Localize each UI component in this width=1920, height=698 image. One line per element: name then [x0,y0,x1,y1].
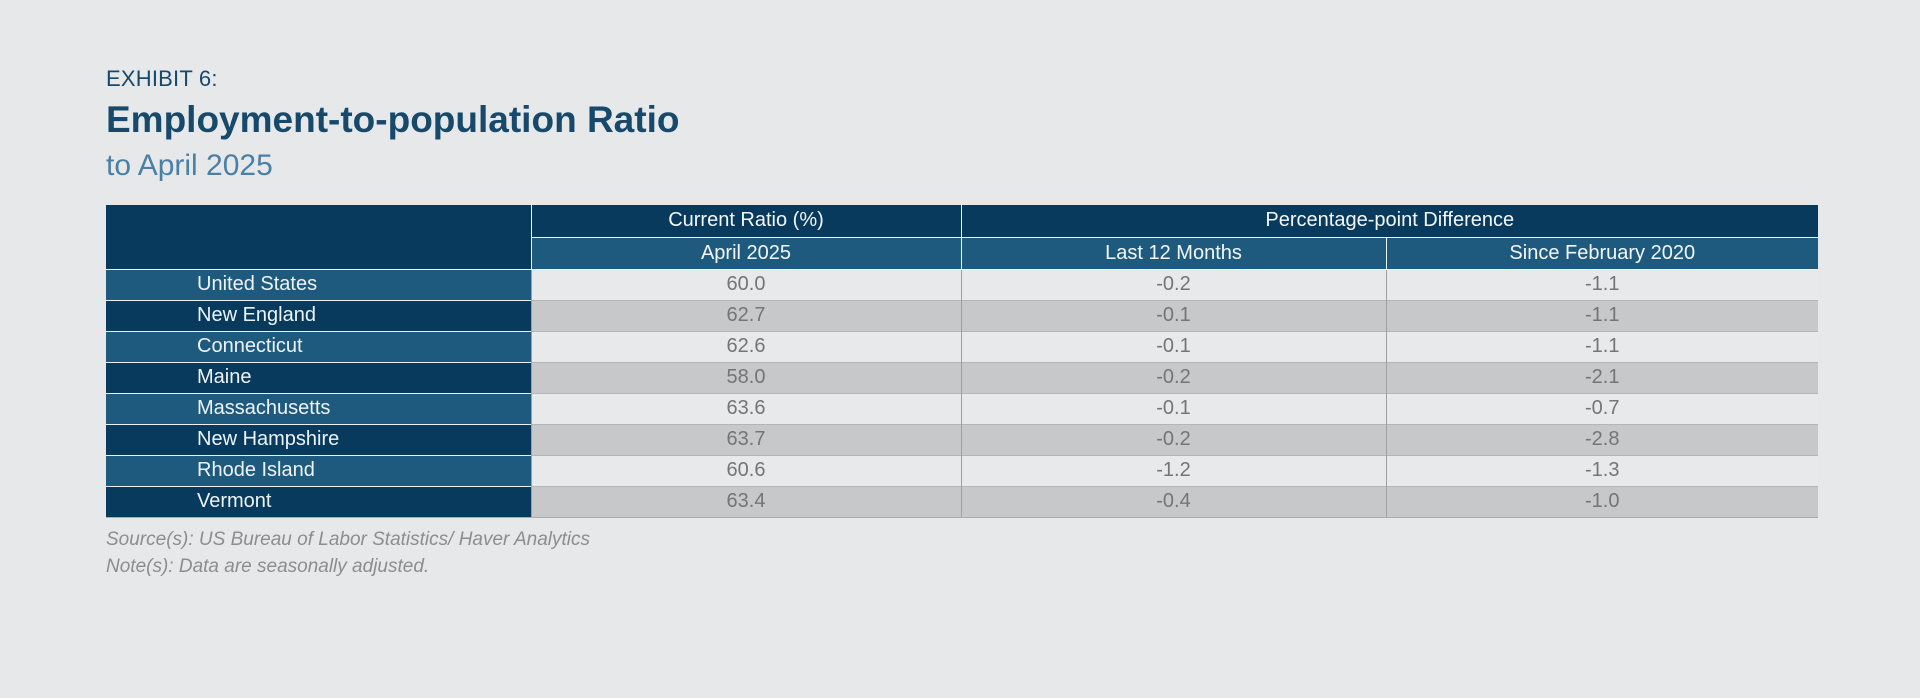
table-row: Vermont 63.4 -0.4 -1.0 [106,485,1819,517]
column-group-pp-difference: Percentage-point Difference [960,204,1819,238]
table-row: United States 60.0 -0.2 -1.1 [106,268,1819,300]
cell-current-ratio: 60.6 [530,454,961,486]
cell-current-ratio: 60.0 [530,268,961,300]
cell-current-ratio: 58.0 [530,361,961,393]
sub-header-row: April 2025 Last 12 Months Since February… [106,236,1819,270]
cell-current-ratio: 63.7 [530,423,961,455]
row-label: Vermont [106,485,532,517]
subheader-since-february-2020: Since February 2020 [1385,236,1819,270]
exhibit-label: EXHIBIT 6: [106,66,218,91]
cell-last-12-months: -1.2 [960,454,1386,486]
cell-since-feb-2020: -1.0 [1385,485,1819,517]
table-header: Current Ratio (%) Percentage-point Diffe… [105,204,1819,270]
data-note: Note(s): Data are seasonally adjusted. [106,556,430,577]
cell-last-12-months: -0.1 [960,330,1386,362]
cell-current-ratio: 62.6 [530,330,961,362]
page-title: Employment-to-population Ratio [106,99,680,140]
column-group-current-ratio: Current Ratio (%) [530,204,962,238]
cell-last-12-months: -0.2 [960,361,1386,393]
cell-since-feb-2020: -0.7 [1385,392,1819,424]
row-label: Massachusetts [106,392,532,424]
source-note: Source(s): US Bureau of Labor Statistics… [106,529,590,550]
row-label: New England [106,299,532,331]
row-label: Connecticut [106,330,532,362]
cell-last-12-months: -0.1 [960,392,1386,424]
cell-last-12-months: -0.2 [960,423,1386,455]
cell-last-12-months: -0.2 [960,268,1386,300]
cell-current-ratio: 63.4 [530,485,961,517]
cell-since-feb-2020: -1.1 [1385,268,1819,300]
table-row: Rhode Island 60.6 -1.2 -1.3 [106,454,1819,486]
column-group-row: Current Ratio (%) Percentage-point Diffe… [105,204,1819,270]
row-label: Maine [106,361,532,393]
cell-since-feb-2020: -1.1 [1385,330,1819,362]
table-row: Maine 58.0 -0.2 -2.1 [106,361,1819,393]
cell-last-12-months: -0.1 [960,299,1386,331]
cell-current-ratio: 63.6 [530,392,961,424]
cell-since-feb-2020: -2.8 [1385,423,1819,455]
table-row: Connecticut 62.6 -0.1 -1.1 [106,330,1819,362]
subheader-last-12-months: Last 12 Months [960,236,1387,270]
cell-since-feb-2020: -2.1 [1385,361,1819,393]
data-table: Current Ratio (%) Percentage-point Diffe… [105,204,1819,517]
table-row: New Hampshire 63.7 -0.2 -2.8 [106,423,1819,455]
cell-since-feb-2020: -1.3 [1385,454,1819,486]
row-label: Rhode Island [106,454,532,486]
corner-cell [105,204,532,270]
cell-since-feb-2020: -1.1 [1385,299,1819,331]
footer: Source(s): US Bureau of Labor Statistics… [106,526,1818,580]
table-row: New England 62.7 -0.1 -1.1 [106,299,1819,331]
table-row: Massachusetts 63.6 -0.1 -0.7 [106,392,1819,424]
cell-current-ratio: 62.7 [530,299,961,331]
table-body: United States 60.0 -0.2 -1.1 New England… [106,268,1819,517]
page-subtitle: to April 2025 [106,149,273,182]
row-label: United States [106,268,532,300]
subheader-april-2025: April 2025 [530,236,962,270]
exhibit-content: EXHIBIT 6: Employment-to-population Rati… [105,66,1819,580]
row-label: New Hampshire [106,423,532,455]
cell-last-12-months: -0.4 [960,485,1386,517]
